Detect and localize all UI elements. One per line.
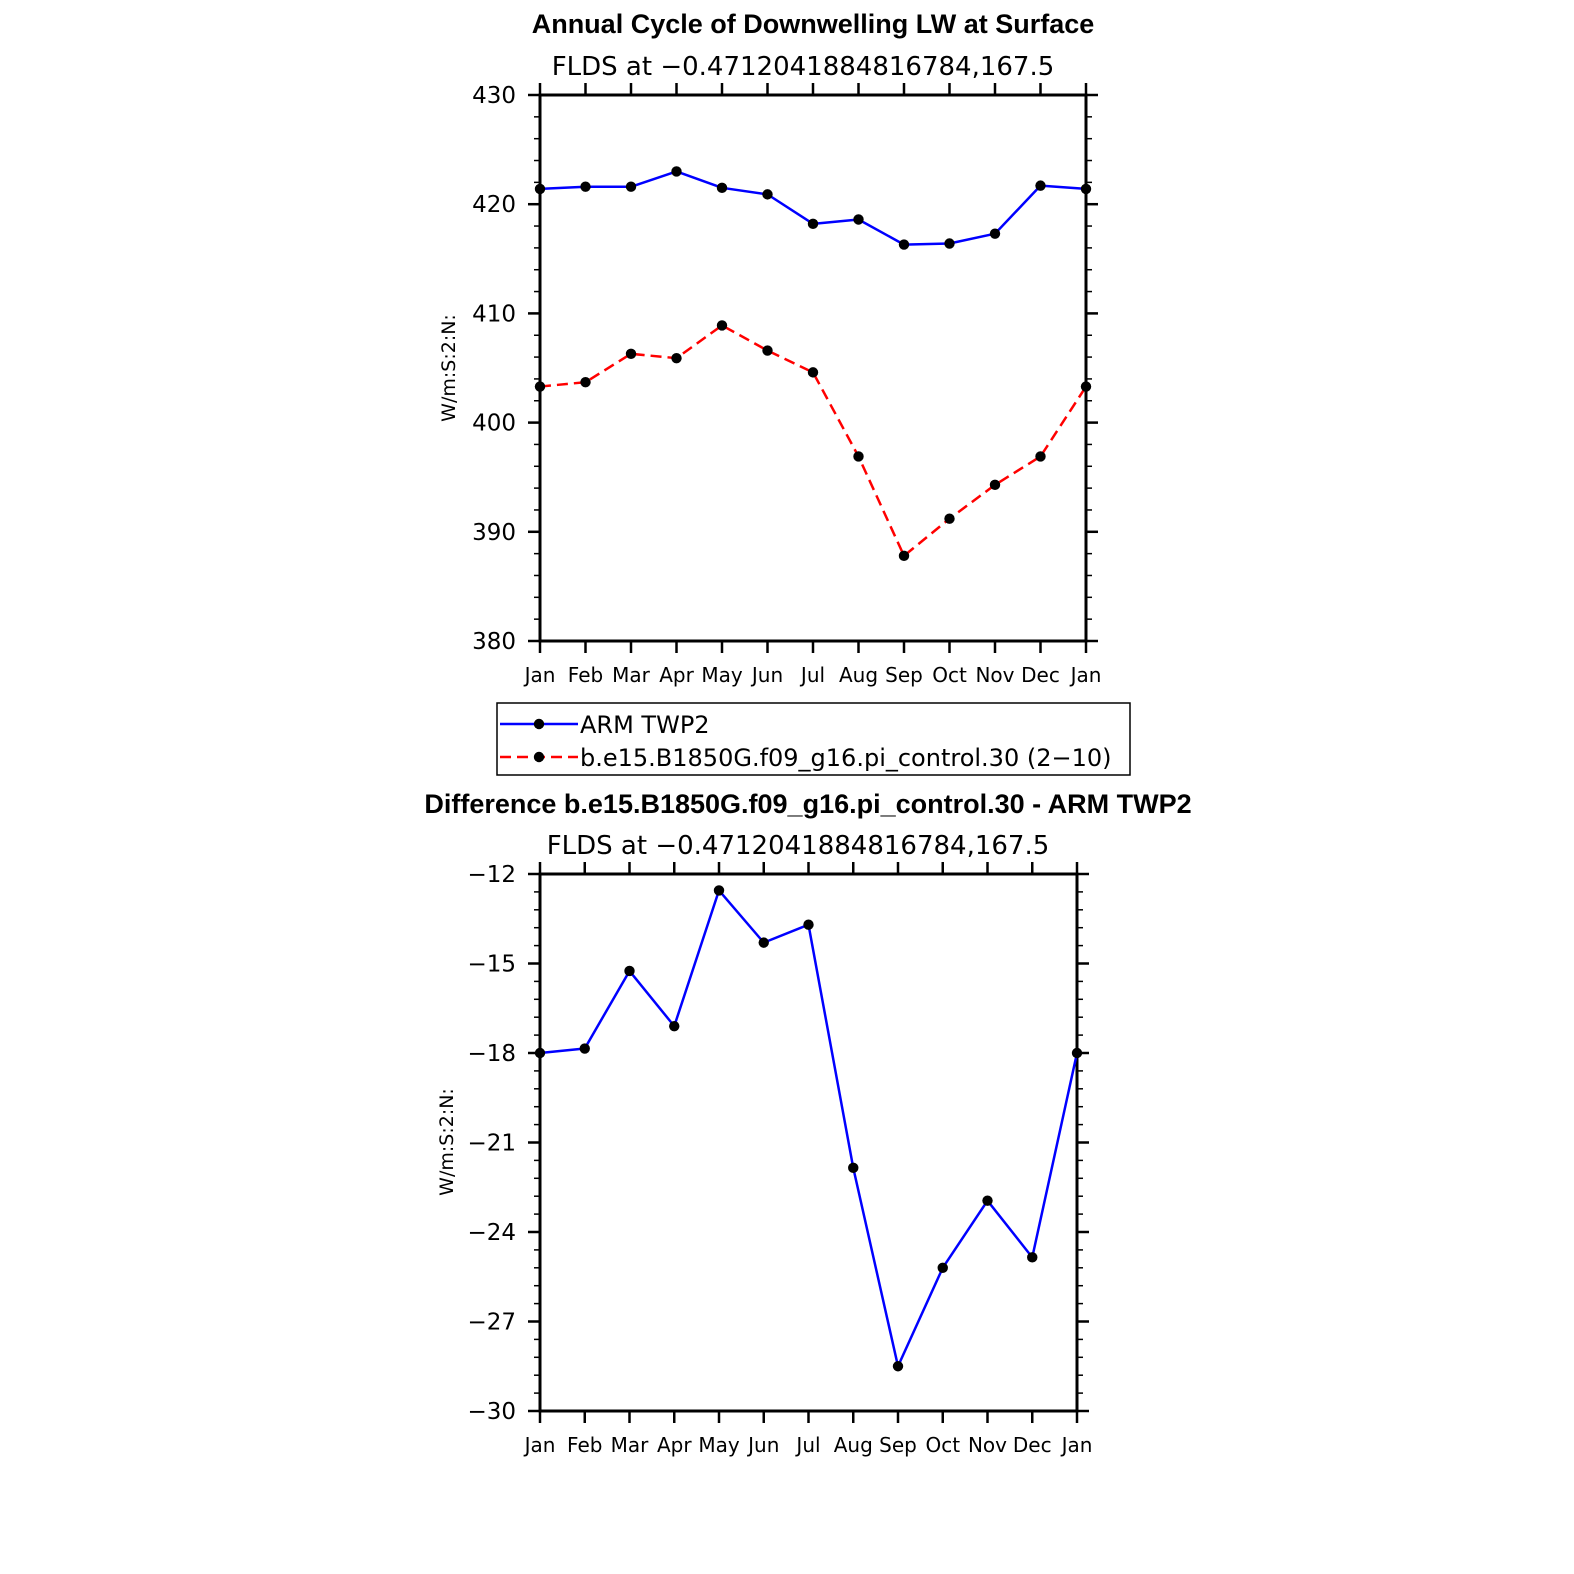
chart2-x-tick-label: Jul: [794, 1433, 820, 1457]
chart2-series-0-point: [534, 1047, 546, 1059]
chart2-series-0-point: [1071, 1047, 1083, 1059]
chart1-series-1-point: [625, 348, 637, 360]
chart1-series-0-line: [539, 170, 1087, 246]
legend-box: [496, 702, 1131, 776]
chart1-x-tick-label: Dec: [1021, 663, 1060, 687]
chart2-series-0-point: [669, 1020, 680, 1032]
chart2-x-tick-label: Apr: [657, 1433, 692, 1457]
chart1-x-tick-label: Oct: [932, 663, 967, 687]
chart2-x-tick-label: Sep: [879, 1433, 917, 1457]
chart1-x-tick-label: Aug: [839, 663, 878, 687]
legend-label-arm: ARM TWP2: [580, 711, 710, 739]
chart1-series-1-line: [539, 324, 1088, 558]
legend: ARM TWP2 b.e15.B1850G.f09_g16.pi_control…: [496, 702, 1131, 776]
chart2-subtitle: FLDS at −0.4712041884816784,167.5: [547, 831, 1050, 861]
chart2-title: Difference b.e15.B1850G.f09_g16.pi_contr…: [424, 789, 1191, 819]
chart2-y-tick-label: −24: [467, 1220, 516, 1246]
chart1-series-1-point: [898, 550, 910, 562]
chart1-y-axis-label: W/m:S:2:N:: [438, 314, 460, 422]
chart1-series-0-point: [898, 239, 910, 250]
chart1-series-0-point: [716, 182, 728, 194]
chart2-series-0-point: [713, 885, 725, 896]
chart2-series-0-point: [1027, 1252, 1038, 1263]
chart2-series-0-point: [982, 1195, 993, 1206]
chart2-y-axis-label: W/m:S:2:N:: [436, 1088, 458, 1196]
chart1-x-tick-label: Jan: [1069, 663, 1102, 687]
chart1-series-0-point: [944, 238, 955, 249]
chart2-plot-frame: [538, 872, 1079, 1413]
chart1-plot-area: 380 390 400 410 420 430 Jan Feb Mar Apr May Jun Jul A…: [472, 83, 1101, 687]
chart1-series-1-point: [1035, 451, 1046, 462]
chart1-y-tick-label: 400: [472, 411, 516, 437]
chart1-x-tick-label: Jul: [799, 663, 825, 687]
chart1-series-1-point: [762, 345, 773, 356]
chart2-y-tick-label: −21: [467, 1131, 516, 1157]
chart2-series-0-point: [579, 1043, 590, 1054]
chart1-series-0-point: [762, 189, 773, 200]
chart2-x-tick-label: Feb: [567, 1433, 602, 1457]
chart1-x-tick-label: Mar: [612, 663, 651, 687]
chart1-y-tick-label: 380: [472, 629, 516, 655]
chart2-series-0-point: [892, 1361, 904, 1372]
chart1-x-tick-label: Jan: [523, 663, 556, 687]
chart2-series-0-point: [803, 919, 814, 930]
chart1-series-1-point: [1080, 381, 1092, 392]
chart2-series-0-point: [937, 1262, 948, 1274]
chart1-x-tick-label: May: [701, 663, 743, 687]
chart1-x-tick-label: Feb: [568, 663, 603, 687]
legend-marker-model: [533, 751, 545, 763]
chart2-x-tick-label: Mar: [611, 1433, 650, 1457]
chart2-x-tick-label: Aug: [834, 1433, 873, 1457]
chart2-x-tick-label: Jan: [1060, 1433, 1093, 1457]
chart1-series-1-point: [580, 376, 591, 388]
chart2-x-tick-label: Nov: [968, 1433, 1007, 1457]
chart1-series-0-point: [671, 166, 682, 177]
chart1-title: Annual Cycle of Downwelling LW at Surfac…: [532, 9, 1095, 39]
chart1-series-1-point: [534, 381, 546, 392]
legend-label-model: b.e15.B1850G.f09_g16.pi_control.30 (2−10…: [580, 744, 1112, 772]
chart1-y-tick-label: 410: [472, 301, 516, 327]
chart2-x-tick-label: May: [698, 1433, 740, 1457]
chart1-series-0-point: [807, 218, 819, 230]
chart2-x-tick-label: Oct: [925, 1433, 960, 1457]
chart2-series-0-point: [848, 1162, 859, 1174]
chart1-series-1-point: [989, 479, 1001, 491]
chart1-series-0-point: [1080, 183, 1092, 195]
chart1-series-1-point: [853, 451, 864, 462]
chart2-y-tick-label: −15: [467, 952, 516, 978]
chart2-y-tick-label: −30: [467, 1399, 516, 1425]
chart1-subtitle: FLDS at −0.4712041884816784,167.5: [552, 52, 1055, 82]
chart2-y-tick-label: −18: [467, 1041, 516, 1067]
chart2-x-tick-label: Jun: [746, 1433, 779, 1457]
chart2-x-tick-label: Jan: [523, 1433, 556, 1457]
chart1-series-0-point: [1035, 180, 1046, 191]
chart1-y-tick-label: 420: [472, 192, 516, 218]
chart1-x-tick-label: Jun: [750, 663, 783, 687]
chart1-series-0-point: [625, 181, 637, 192]
chart1-series-1-point: [807, 367, 819, 378]
legend-marker-arm: [533, 718, 545, 730]
chart1-series-1-point: [716, 320, 728, 331]
chart1-x-tick-label: Apr: [659, 663, 694, 687]
chart1-series-0-point: [989, 228, 1001, 239]
chart2-series-0-point: [624, 965, 635, 977]
chart1-x-tick-label: Nov: [975, 663, 1014, 687]
chart1-series-0-point: [534, 183, 546, 195]
chart2-series-0-point: [758, 937, 769, 948]
chart1-y-tick-label: 430: [472, 83, 516, 109]
chart2-y-tick-label: −27: [467, 1310, 516, 1336]
chart2-y-tick-label: −12: [467, 862, 516, 888]
chart2-series-0-line: [539, 889, 1079, 1368]
chart1-series-1-point: [671, 352, 682, 364]
chart1-y-tick-label: 390: [472, 520, 516, 546]
chart2-plot-area: −30 −27 −24 −21 −18 −15 −12 Jan Feb Mar Apr May Jun J…: [467, 862, 1092, 1457]
chart1-series-1-point: [944, 513, 955, 524]
chart2-x-tick-label: Dec: [1013, 1433, 1052, 1457]
chart1-series-0-point: [853, 214, 864, 225]
chart1-x-tick-label: Sep: [885, 663, 923, 687]
chart1-series-0-point: [580, 181, 591, 192]
